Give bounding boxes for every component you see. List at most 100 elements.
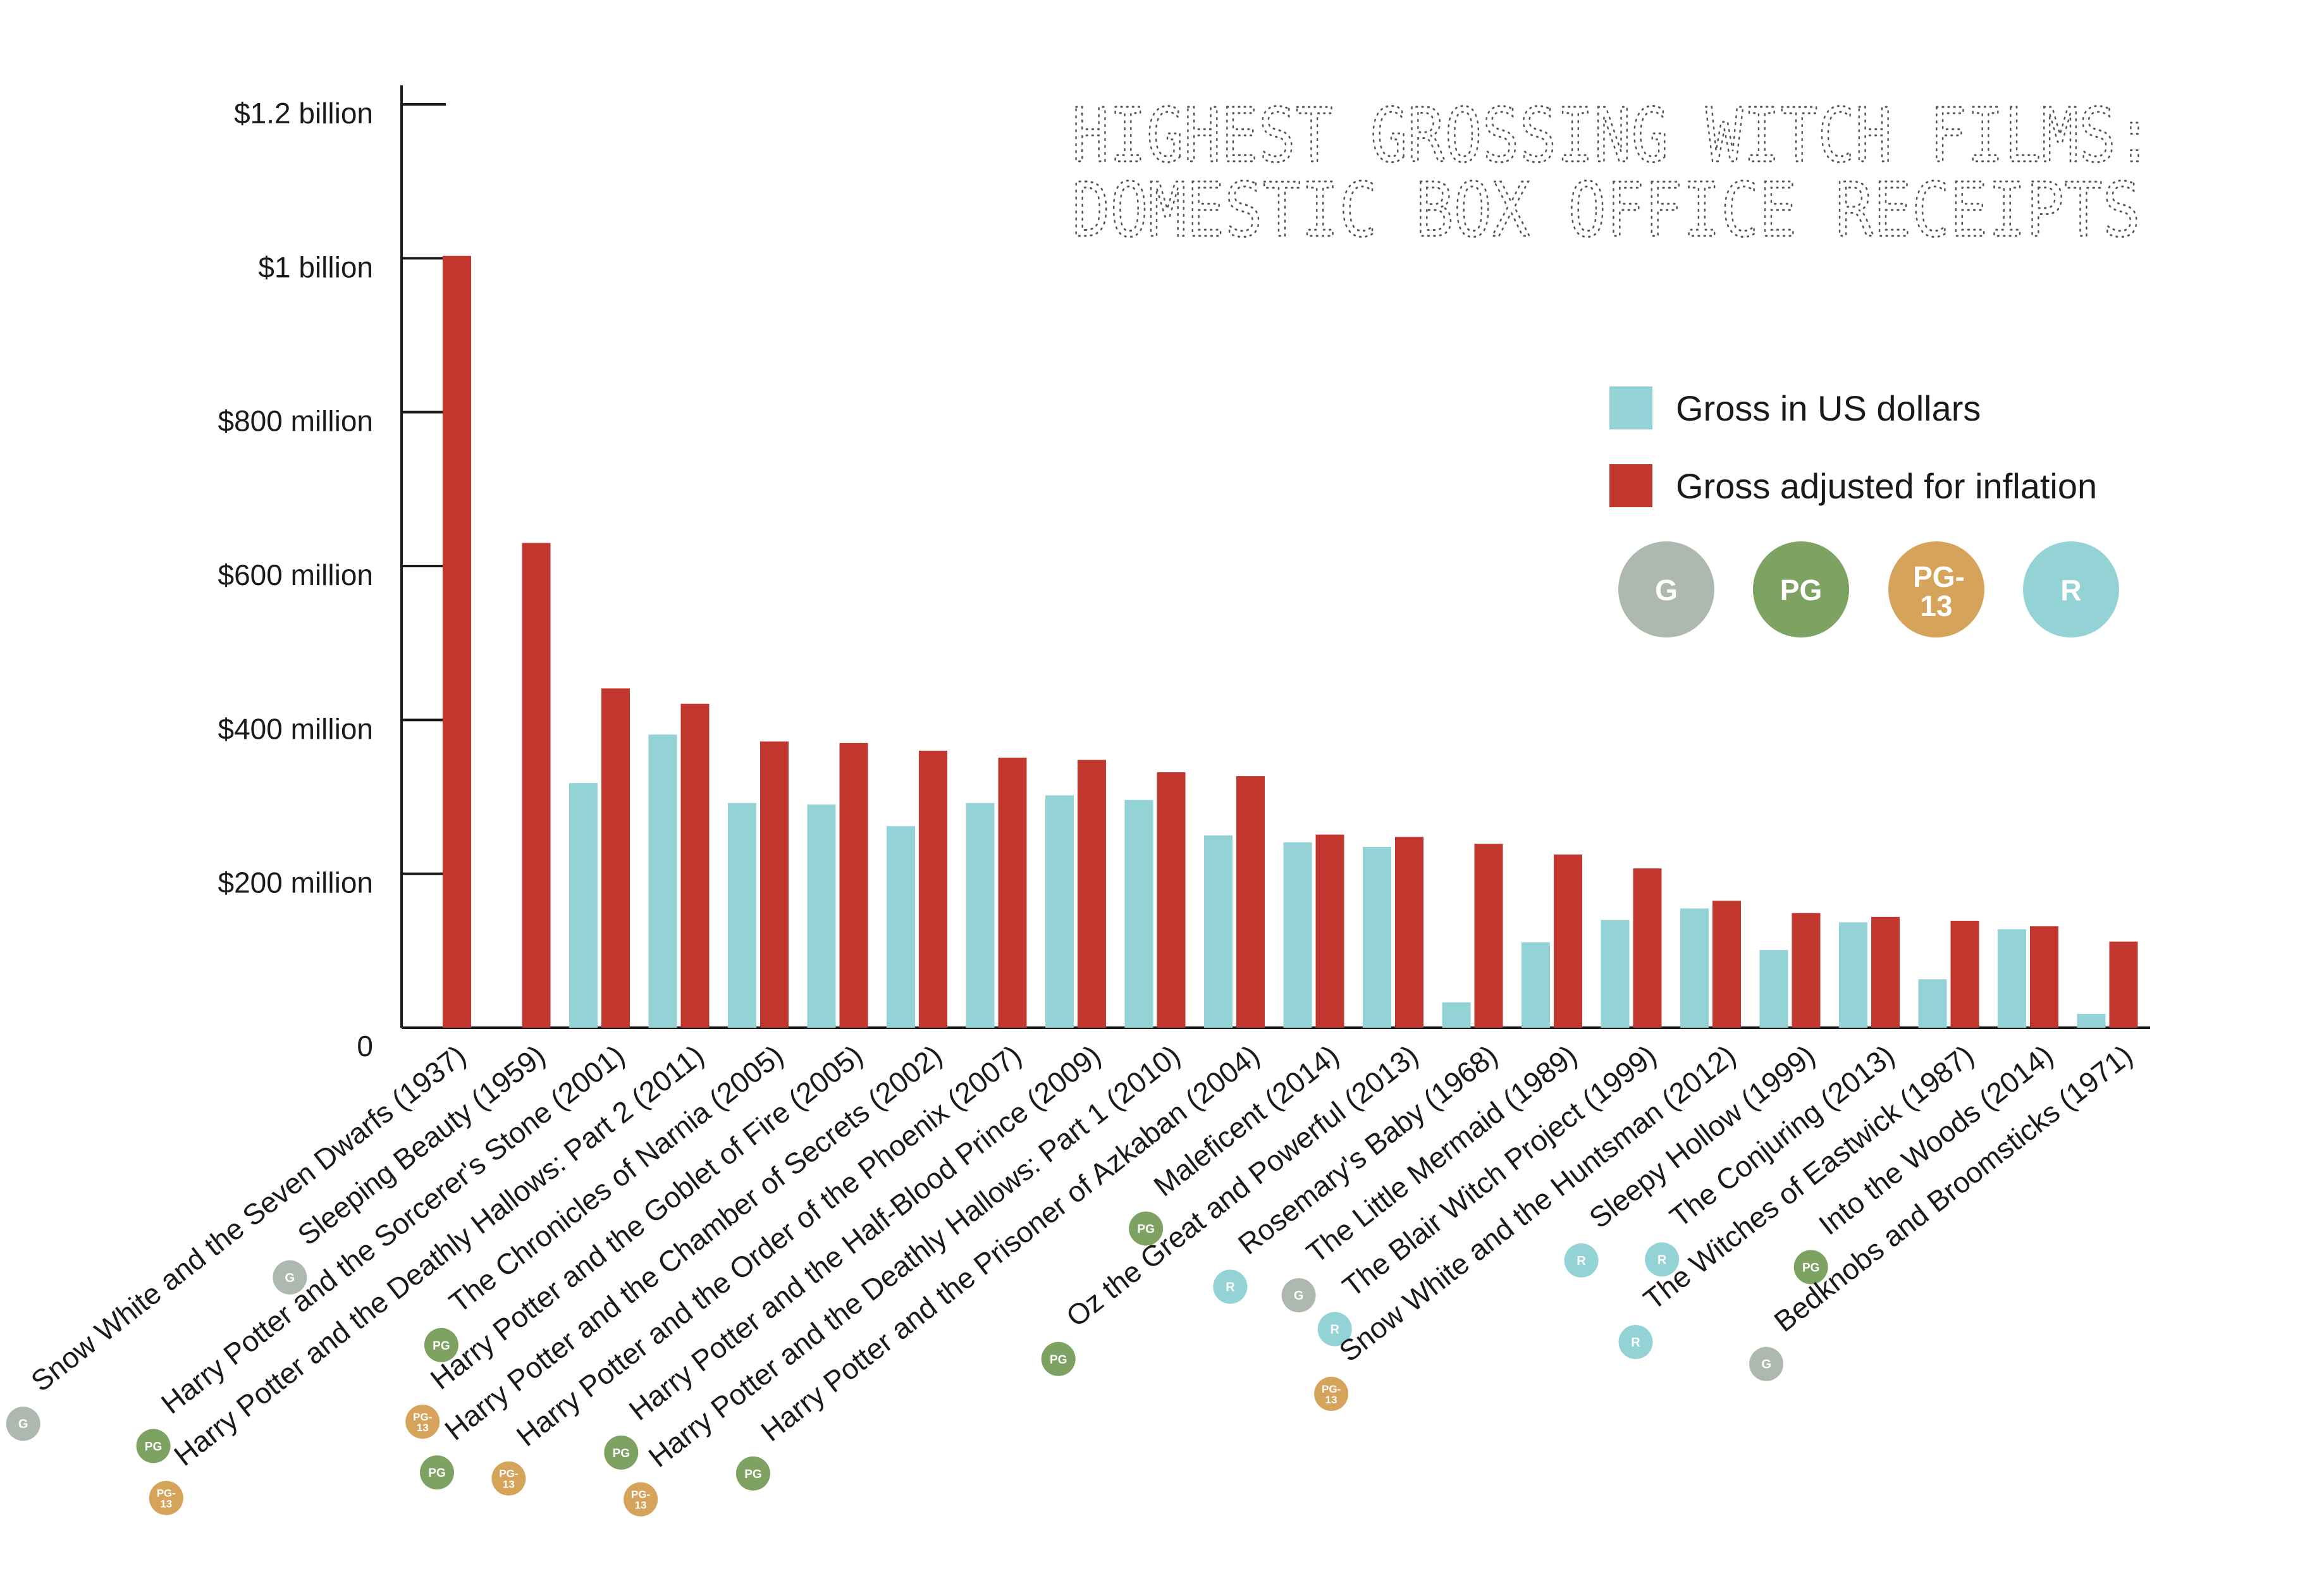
rating-badge-label: R	[1330, 1323, 1339, 1337]
rating-badge: PG	[420, 1455, 455, 1490]
bar-gross-adjusted	[1712, 901, 1741, 1028]
bar-gross-adjusted	[1871, 916, 1900, 1028]
bars	[443, 256, 2138, 1028]
rating-legend-circle	[2023, 541, 2119, 638]
rating-legend-circle	[1618, 541, 1714, 638]
rating-badge-circle	[6, 1407, 40, 1441]
rating-badge: G	[6, 1407, 40, 1441]
legend-item: Gross in US dollars	[1609, 386, 1981, 429]
rating-badge-circle	[405, 1404, 440, 1439]
rating-legend-item: R	[2023, 541, 2119, 638]
rating-badge-label: PG	[744, 1468, 761, 1481]
rating-badge-circle	[1618, 1324, 1653, 1359]
legend-swatch	[1609, 386, 1652, 429]
rating-badge: R	[1317, 1312, 1352, 1346]
rating-legend-item: PG-13	[1888, 541, 1984, 638]
rating-badge: R	[1564, 1243, 1599, 1278]
rating-badge-label: PG	[1802, 1261, 1819, 1274]
bar-gross-adjusted	[998, 757, 1027, 1028]
chart-title: HIGHEST GROSSING WITCH FILMS:DOMESTIC BO…	[1071, 91, 2155, 255]
bar-gross-adjusted	[522, 543, 551, 1028]
bar-gross-adjusted	[2109, 941, 2138, 1028]
rating-badge-label: R	[1577, 1254, 1586, 1268]
bar-gross	[1759, 950, 1788, 1028]
bar-gross-adjusted	[1633, 868, 1662, 1028]
bar-gross-adjusted	[1950, 920, 1979, 1028]
bar-gross	[1442, 1002, 1471, 1028]
bar-gross-adjusted	[443, 256, 471, 1028]
y-tick-label: $400 million	[218, 712, 373, 745]
bar-gross	[1918, 979, 1947, 1028]
rating-badge-circle	[424, 1327, 458, 1362]
rating-badge: PG	[735, 1456, 770, 1491]
bar-gross-adjusted	[1554, 854, 1582, 1028]
rating-legend-label: 13	[1920, 589, 1952, 622]
rating-badge-circle	[149, 1481, 183, 1515]
rating-badge-label: PG	[1137, 1223, 1154, 1236]
rating-badge-circle	[1213, 1269, 1248, 1304]
bar-gross-adjusted	[1792, 913, 1821, 1028]
rating-badge: G	[1281, 1278, 1316, 1313]
y-tick-label: $200 million	[218, 866, 373, 899]
rating-legend-label: PG	[1780, 574, 1822, 607]
rating-badge-label: G	[285, 1271, 295, 1285]
rating-badge-label: PG	[428, 1467, 445, 1480]
bar-gross-adjusted	[760, 741, 789, 1028]
rating-badge: PG	[424, 1327, 458, 1362]
rating-legend-item: G	[1618, 541, 1714, 638]
rating-legend-label: R	[2060, 574, 2081, 607]
rating-badge-label: PG-	[499, 1468, 518, 1480]
rating-badge-label: 13	[1325, 1394, 1337, 1406]
legend-label: Gross adjusted for inflation	[1676, 466, 2097, 506]
bar-gross-adjusted	[1078, 760, 1106, 1028]
y-axis: 0 $200 million $400 million $600 million $80…	[218, 85, 2150, 1063]
bar-gross-adjusted	[1315, 834, 1344, 1028]
rating-badge: G	[273, 1260, 307, 1295]
bar-gross	[807, 804, 836, 1028]
rating-badge-label: R	[1657, 1253, 1667, 1267]
rating-badge-circle	[420, 1455, 455, 1490]
y-tick-label: $800 million	[218, 405, 373, 438]
bar-gross	[887, 826, 915, 1028]
rating-badge: PG-13	[405, 1404, 440, 1439]
rating-badge-circle	[1129, 1211, 1164, 1246]
rating-badge-label: PG	[145, 1440, 162, 1453]
y-tick-label: 0	[357, 1030, 373, 1063]
rating-badge-circle	[1793, 1250, 1828, 1284]
rating-legend-label: G	[1655, 574, 1678, 607]
rating-badge: PG-13	[624, 1482, 658, 1517]
x-axis: Snow White and the Seven Dwarfs (1937)GS…	[6, 1038, 2139, 1517]
rating-legend-item: PG	[1753, 541, 1849, 638]
rating-badge-circle	[1564, 1243, 1599, 1278]
bar-gross-adjusted	[1395, 837, 1423, 1028]
bar-gross	[2077, 1014, 2106, 1028]
chart-title-line: HIGHEST GROSSING WITCH FILMS:	[1072, 92, 2153, 179]
rating-badge-label: PG-	[413, 1411, 432, 1423]
rating-badge-circle	[273, 1260, 307, 1295]
rating-badge-label: PG	[433, 1340, 450, 1353]
bar-gross	[1204, 835, 1233, 1028]
legend-label: Gross in US dollars	[1676, 388, 1981, 428]
bar-gross	[1680, 908, 1709, 1028]
bar-gross-adjusted	[1474, 844, 1503, 1028]
rating-badge-label: PG	[613, 1447, 630, 1460]
bar-gross-adjusted	[1236, 776, 1265, 1028]
y-tick-label: $1 billion	[258, 250, 373, 283]
rating-badge-label: G	[18, 1417, 28, 1431]
rating-badge-circle	[491, 1461, 526, 1496]
rating-badge-label: PG	[1050, 1353, 1067, 1367]
rating-legend-circle	[1753, 541, 1849, 638]
rating-badge: R	[1618, 1324, 1653, 1359]
rating-badge: PG	[604, 1435, 639, 1470]
bar-gross	[1998, 929, 2026, 1028]
rating-badge-circle	[735, 1456, 770, 1491]
chart-title-line: DOMESTIC BOX OFFICE RECEIPTS	[1072, 166, 2141, 254]
y-tick-label: $600 million	[218, 558, 373, 591]
rating-badge-label: 13	[503, 1479, 515, 1491]
legend-item: Gross adjusted for inflation	[1609, 464, 2097, 507]
rating-badge-circle	[1041, 1341, 1076, 1376]
bar-gross-adjusted	[1157, 772, 1186, 1028]
rating-legend-circle	[1888, 541, 1984, 638]
bar-gross	[648, 734, 677, 1028]
legend-swatch	[1609, 464, 1652, 507]
